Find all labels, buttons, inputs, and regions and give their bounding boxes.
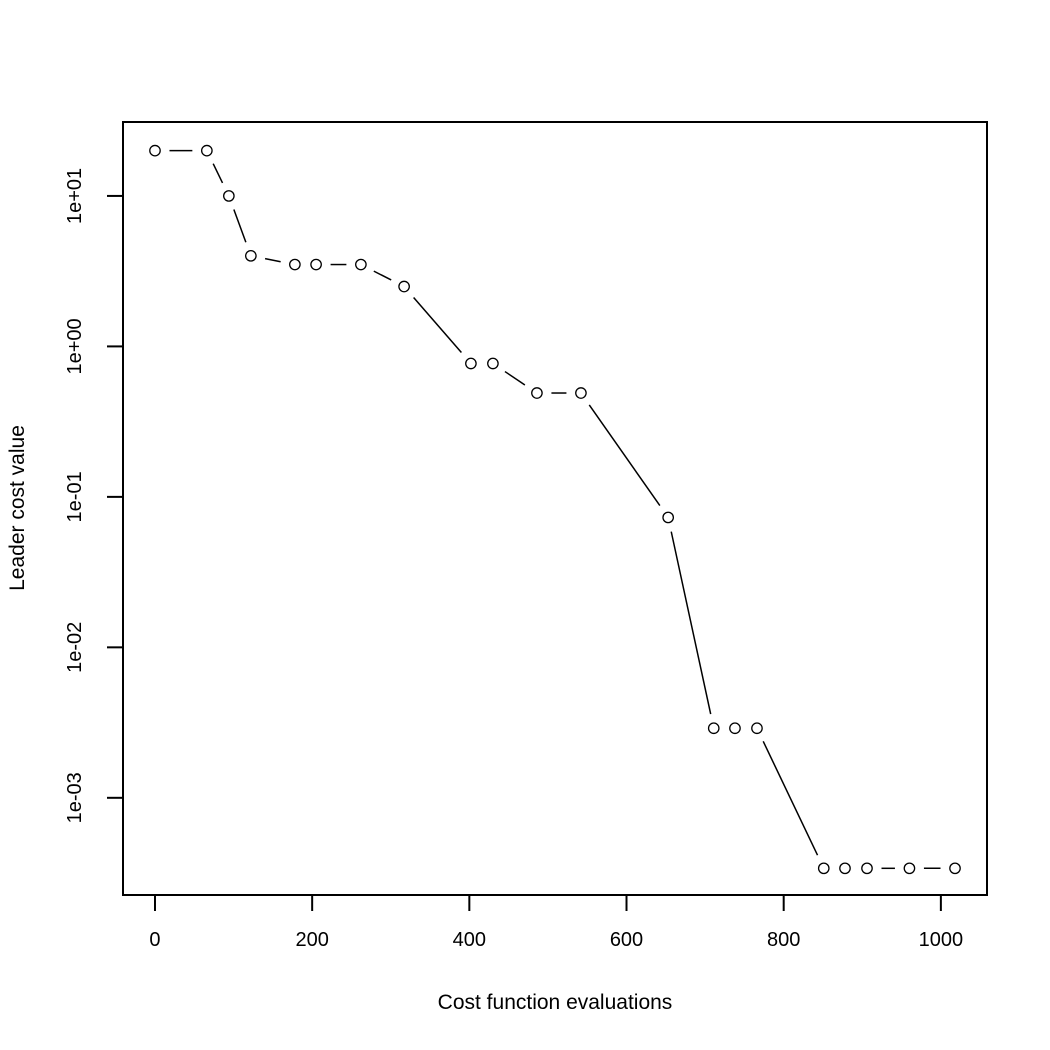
y-tick-label: 1e-01 bbox=[64, 471, 86, 522]
series-line-segment bbox=[264, 257, 281, 263]
x-tick-label: 800 bbox=[767, 929, 800, 951]
data-point bbox=[201, 144, 213, 157]
data-point bbox=[817, 862, 830, 875]
y-axis-title: Leader cost value bbox=[6, 425, 29, 591]
y-tick-label: 1e+00 bbox=[64, 318, 86, 374]
series-line-segment bbox=[588, 404, 661, 506]
x-tick-label: 400 bbox=[453, 929, 486, 951]
data-point bbox=[149, 144, 161, 157]
data-point bbox=[729, 722, 741, 735]
data-point bbox=[575, 387, 587, 399]
y-tick-label: 1e+01 bbox=[64, 168, 86, 224]
data-point bbox=[487, 357, 499, 370]
data-point bbox=[861, 862, 873, 875]
x-tick-label: 0 bbox=[149, 929, 160, 951]
series-line-segment bbox=[670, 531, 712, 715]
data-point bbox=[245, 249, 257, 262]
data-point bbox=[465, 357, 477, 370]
data-point bbox=[839, 862, 851, 875]
plot-frame bbox=[122, 121, 988, 896]
series-line-segment bbox=[212, 163, 224, 184]
x-tick-label: 200 bbox=[295, 929, 328, 951]
data-point bbox=[707, 722, 720, 735]
data-point bbox=[289, 258, 301, 271]
x-tick-label: 1000 bbox=[919, 929, 964, 951]
data-point bbox=[949, 862, 961, 875]
series-line-segment bbox=[373, 270, 392, 281]
series-line-segment bbox=[233, 209, 247, 243]
data-point bbox=[310, 258, 322, 271]
data-point bbox=[903, 862, 916, 875]
data-point bbox=[531, 387, 543, 399]
data-point bbox=[751, 722, 763, 735]
series-line-segment bbox=[762, 741, 819, 856]
x-axis-title: Cost function evaluations bbox=[437, 991, 673, 1014]
data-point bbox=[223, 190, 235, 202]
data-point bbox=[398, 280, 410, 293]
y-tick-label: 1e-02 bbox=[64, 622, 86, 673]
data-point bbox=[355, 258, 367, 271]
series-line-segment bbox=[504, 370, 526, 386]
series-line-segment bbox=[413, 296, 462, 354]
y-tick-label: 1e-03 bbox=[64, 772, 86, 823]
x-tick-label: 600 bbox=[610, 929, 643, 951]
data-point bbox=[662, 511, 675, 524]
